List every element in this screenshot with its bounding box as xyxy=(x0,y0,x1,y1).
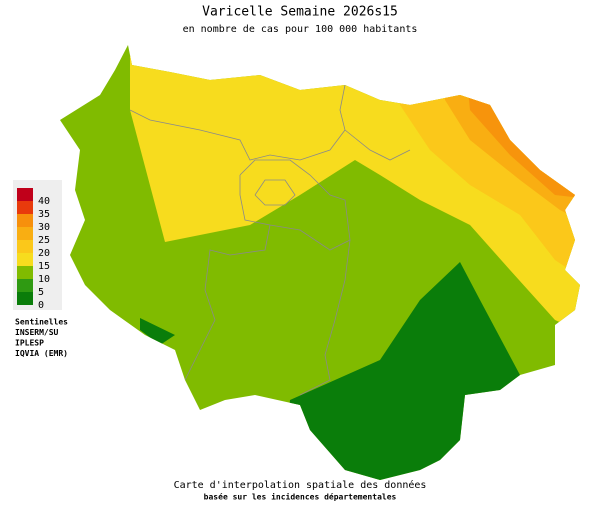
source-label: IQVIA (EMR) xyxy=(15,349,68,358)
legend-swatch xyxy=(17,279,33,292)
department-borders xyxy=(129,84,411,396)
legend-label: 0 xyxy=(38,300,44,311)
legend-swatch xyxy=(17,253,33,266)
legend-label: 5 xyxy=(38,287,44,298)
legend-swatch xyxy=(17,240,33,253)
legend-swatch xyxy=(17,201,33,214)
footer-line: basée sur les incidences départementales xyxy=(204,492,397,502)
legend-swatch xyxy=(17,266,33,279)
legend-swatch xyxy=(17,292,33,305)
map-subtitle: en nombre de cas pour 100 000 habitants xyxy=(183,24,418,35)
legend-label: 30 xyxy=(38,222,50,233)
legend-label: 10 xyxy=(38,274,50,285)
legend-label: 35 xyxy=(38,209,50,220)
map-title: Varicelle Semaine 2026s15 xyxy=(202,5,398,20)
legend-label: 15 xyxy=(38,261,50,272)
footer-line: Carte d'interpolation spatiale des donné… xyxy=(174,479,427,491)
legend-label: 25 xyxy=(38,235,50,246)
legend-label: 20 xyxy=(38,248,50,259)
legend-swatch xyxy=(17,214,33,227)
source-label: IPLESP xyxy=(15,339,44,348)
legend-swatch xyxy=(17,188,33,201)
legend: 0 5 10 15 20 25 30 35 40 xyxy=(17,188,50,311)
source-label: INSERM/SU xyxy=(15,328,59,337)
legend-swatch xyxy=(17,227,33,240)
source-label: Sentinelles xyxy=(15,317,68,327)
legend-label: 40 xyxy=(38,196,50,207)
